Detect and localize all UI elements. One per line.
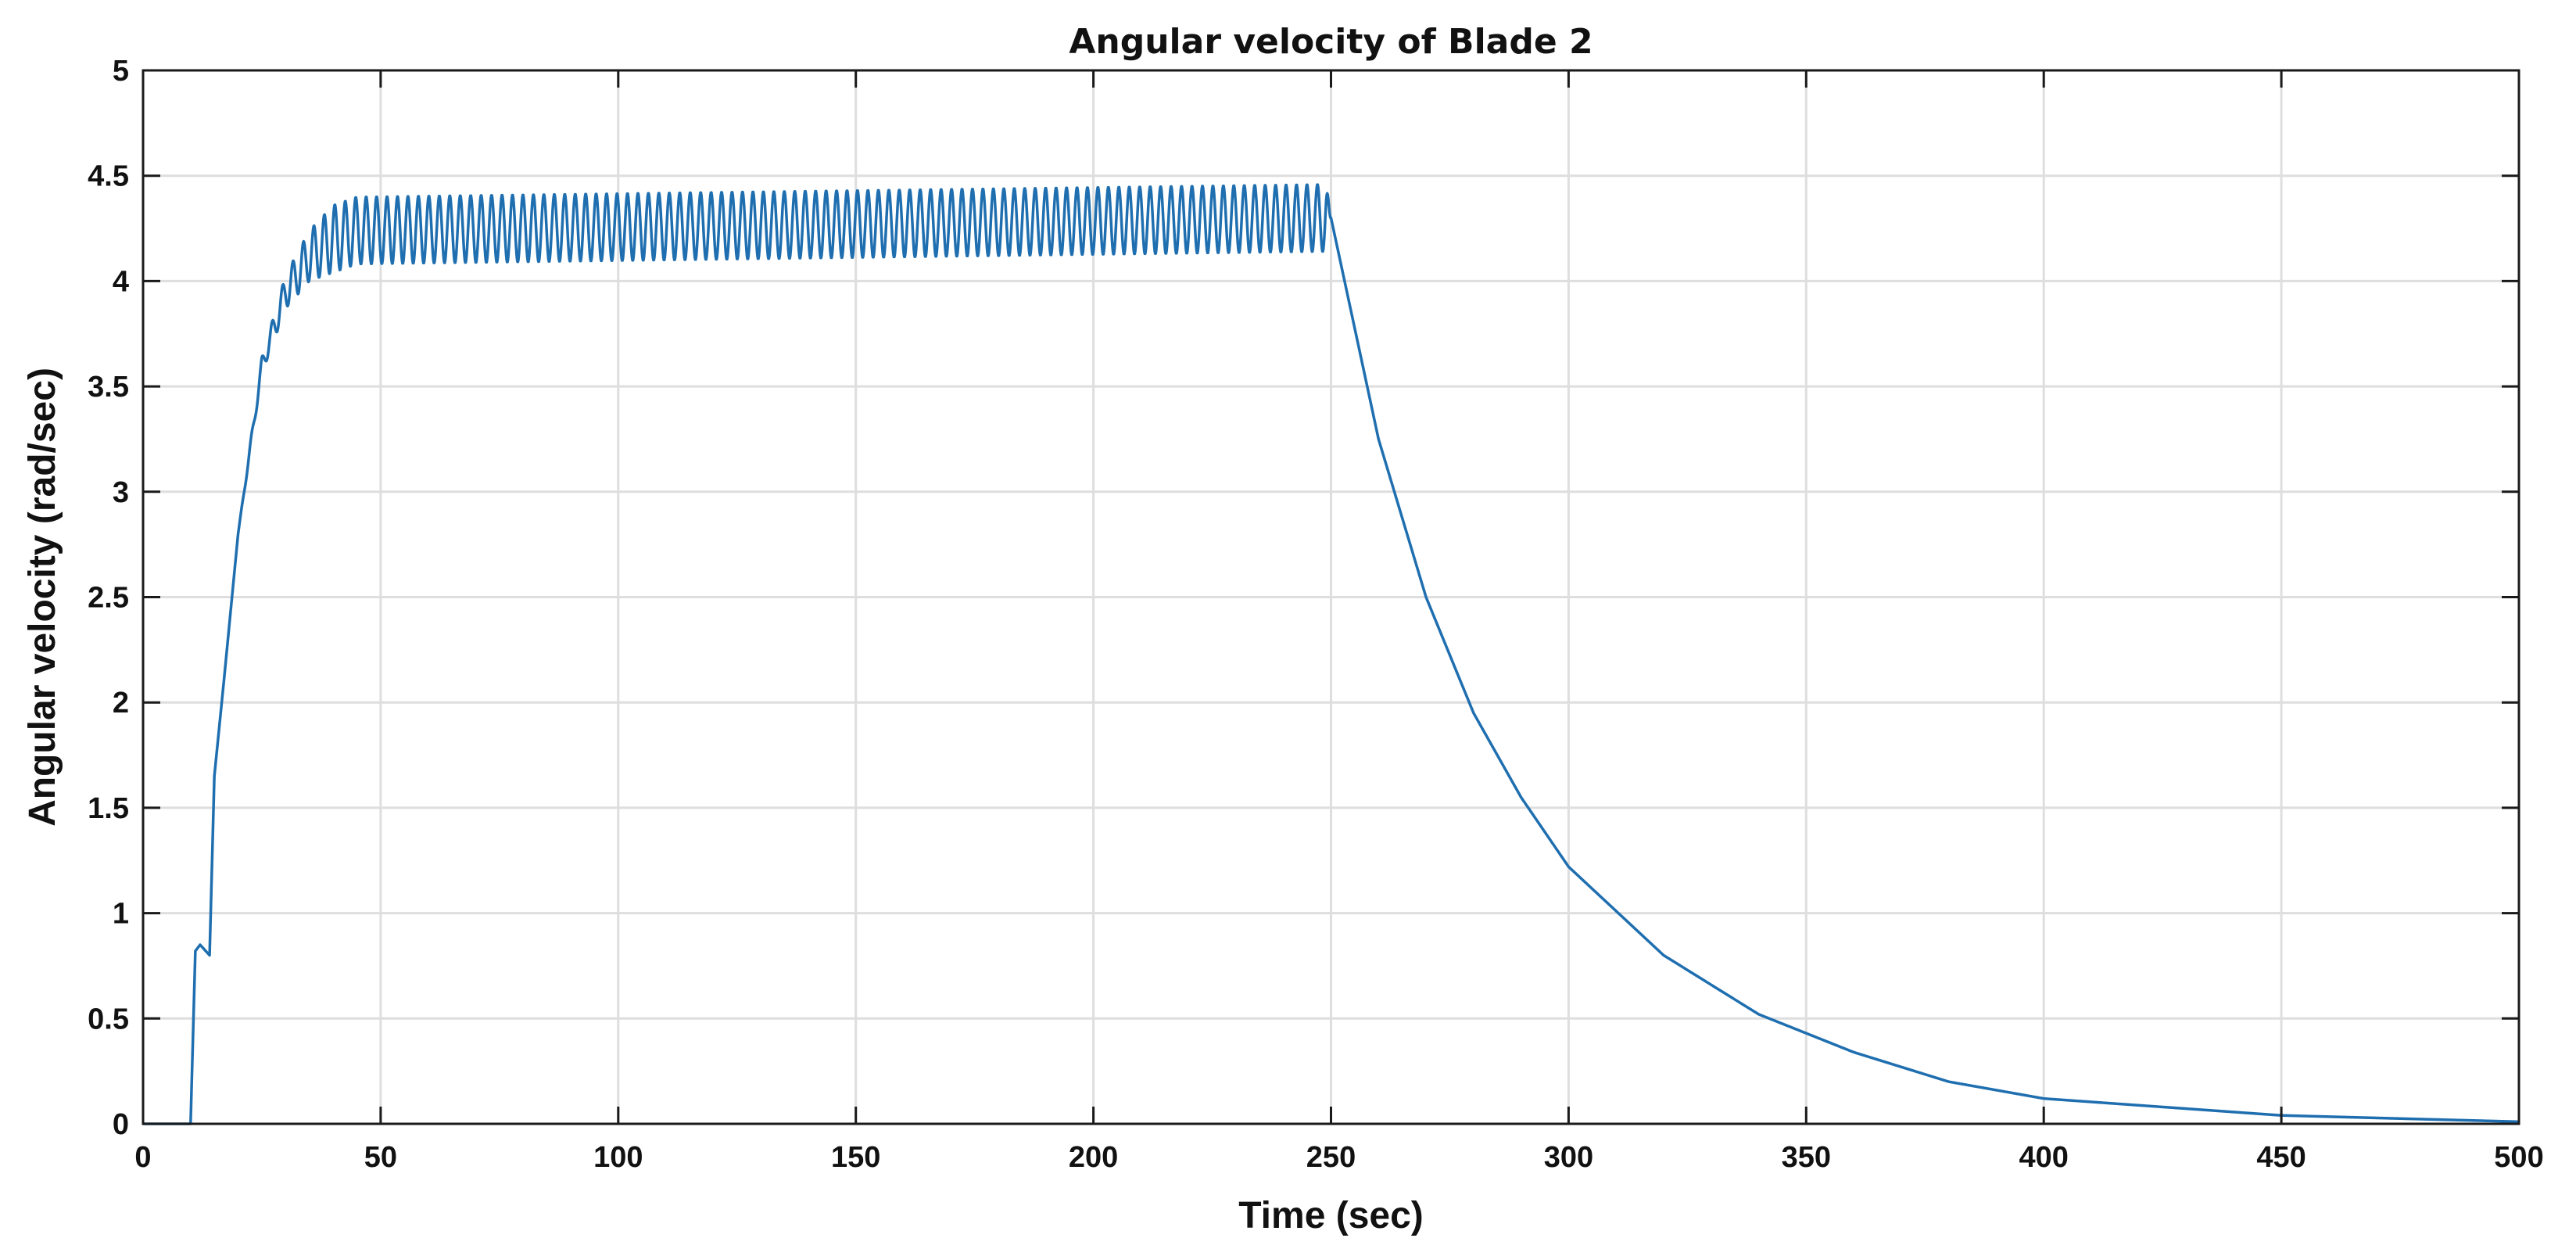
y-tick-label: 2.5 xyxy=(88,582,129,615)
y-axis-label: Angular velocity (rad/sec) xyxy=(22,368,63,827)
chart-title: Angular velocity of Blade 2 xyxy=(1069,22,1593,62)
x-tick-label: 150 xyxy=(831,1141,880,1174)
x-tick-label: 350 xyxy=(1782,1141,1831,1174)
x-tick-label: 100 xyxy=(593,1141,643,1174)
y-tick-label: 4 xyxy=(113,265,129,298)
y-tick-label: 0.5 xyxy=(88,1003,129,1035)
y-tick-label: 5 xyxy=(113,55,129,88)
y-tick-label: 1.5 xyxy=(88,792,129,825)
y-tick-label: 3 xyxy=(113,476,129,509)
y-tick-label: 2 xyxy=(113,687,129,720)
x-tick-label: 500 xyxy=(2494,1141,2543,1174)
x-tick-label: 50 xyxy=(364,1141,397,1174)
x-tick-label: 400 xyxy=(2019,1141,2068,1174)
y-tick-label: 1 xyxy=(113,898,129,931)
grid xyxy=(143,70,2519,1124)
x-tick-label: 450 xyxy=(2256,1141,2306,1174)
ticks: 0 50 100 150 200 250 300 350 400 450 500 0 0.5 1 1.5 2 2… xyxy=(88,55,2544,1174)
series xyxy=(142,183,2520,1125)
x-tick-label: 300 xyxy=(1544,1141,1593,1174)
x-axis-label: Time (sec) xyxy=(1238,1195,1424,1236)
y-tick-label: 4.5 xyxy=(88,160,129,193)
x-tick-label: 0 xyxy=(134,1141,151,1174)
x-tick-label: 200 xyxy=(1069,1141,1118,1174)
y-tick-label: 0 xyxy=(113,1108,129,1141)
y-tick-label: 3.5 xyxy=(88,371,129,404)
x-tick-label: 250 xyxy=(1306,1141,1356,1174)
series-line xyxy=(142,183,2520,1125)
